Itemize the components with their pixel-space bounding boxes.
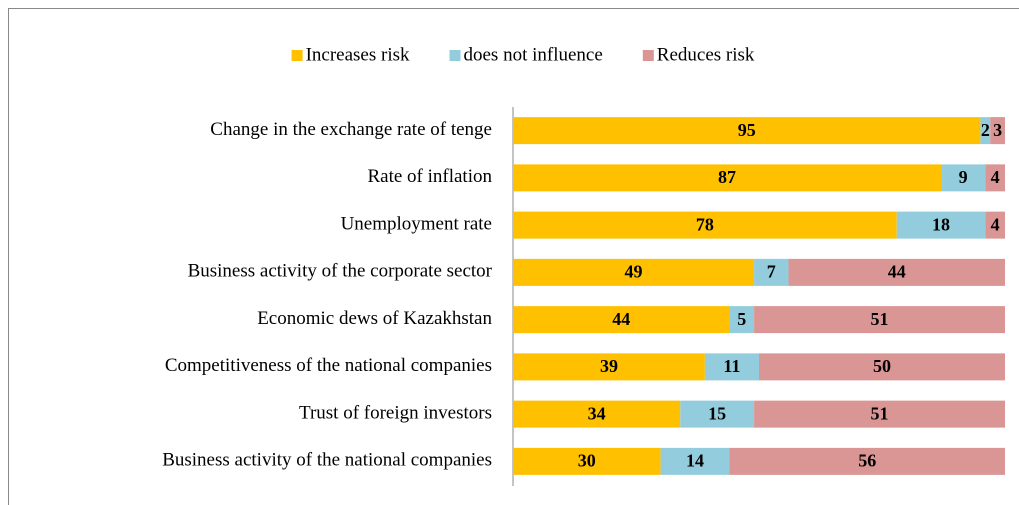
value-label: 4 (991, 214, 1000, 234)
value-label: 51 (871, 309, 889, 329)
legend-swatch (291, 50, 303, 61)
bar-segment (513, 117, 981, 145)
value-label: 9 (959, 167, 968, 187)
bar-segment (729, 447, 1005, 475)
bar-segment (980, 117, 991, 145)
value-label: 39 (600, 356, 618, 376)
bar-segment (941, 164, 986, 192)
value-label: 50 (873, 356, 891, 376)
value-label: 49 (625, 262, 643, 282)
y-tick-label: Competitiveness of the national companie… (165, 355, 492, 376)
value-label: 18 (932, 214, 950, 234)
y-tick-label: Trust of foreign investors (299, 402, 492, 423)
bar-segment (680, 400, 755, 428)
value-label: 5 (737, 309, 746, 329)
value-label: 4 (991, 167, 1000, 187)
bar-segment (513, 211, 897, 239)
value-label: 56 (858, 451, 876, 471)
bar-segment (660, 447, 730, 475)
value-label: 11 (723, 356, 740, 376)
value-label: 7 (767, 262, 776, 282)
value-label: 30 (578, 451, 596, 471)
bar-segment (704, 353, 759, 381)
y-tick-label: Business activity of the corporate secto… (188, 261, 493, 282)
chart-frame (8, 8, 1019, 505)
bar-segment (754, 400, 1005, 428)
legend-swatch (449, 50, 461, 61)
bar-segment (513, 306, 730, 334)
value-label: 44 (612, 309, 630, 329)
value-label: 51 (871, 403, 889, 423)
bar-segment (513, 400, 681, 428)
legend-swatch (642, 50, 654, 61)
value-label: 95 (738, 120, 756, 140)
bar-segment (513, 258, 755, 286)
bar-segment (990, 117, 1005, 145)
value-label: 15 (708, 403, 726, 423)
y-tick-label: Economic dews of Kazakhstan (257, 308, 492, 329)
value-label: 14 (686, 451, 704, 471)
value-label: 2 (981, 120, 990, 140)
value-label: 3 (993, 120, 1002, 140)
bar-segment (788, 258, 1005, 286)
value-label: 87 (718, 167, 736, 187)
y-tick-label: Change in the exchange rate of tenge (210, 119, 492, 140)
legend-label: Reduces risk (657, 44, 755, 65)
value-label: 44 (888, 262, 906, 282)
bar-segment (759, 353, 1005, 381)
bar-segment (513, 164, 942, 192)
bar-segment (896, 211, 986, 239)
y-tick-label: Unemployment rate (341, 213, 492, 234)
bar-segment (754, 258, 789, 286)
value-label: 34 (588, 403, 606, 423)
bar-segment (513, 353, 705, 381)
y-tick-label: Rate of inflation (367, 166, 492, 187)
bar-segment (513, 447, 661, 475)
y-tick-label: Business activity of the national compan… (162, 450, 492, 471)
bar-segment (985, 211, 1005, 239)
bar-segment (754, 306, 1005, 334)
value-label: 78 (696, 214, 714, 234)
legend-label: does not influence (464, 44, 603, 65)
bar-segment (985, 164, 1005, 192)
legend-label: Increases risk (306, 44, 410, 65)
bar-segment (729, 306, 755, 334)
